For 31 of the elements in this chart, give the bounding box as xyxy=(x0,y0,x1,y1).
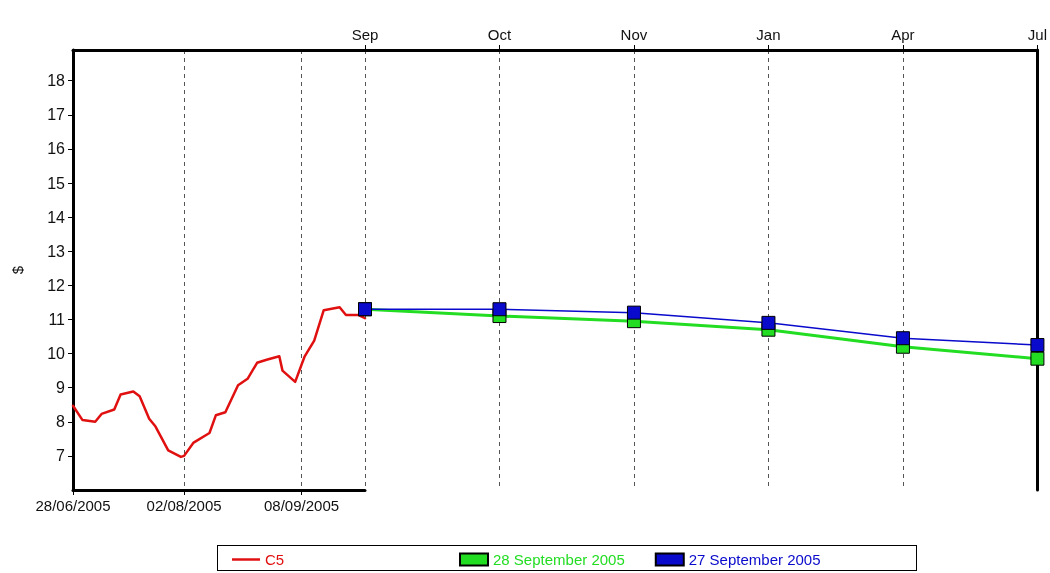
y-axis-title: $ xyxy=(9,265,26,275)
x-tick-label: Jul xyxy=(1027,26,1048,43)
y-tick-label: 8 xyxy=(56,413,66,431)
y-tick-label: 13 xyxy=(47,242,66,260)
legend-label: 27 September 2005 xyxy=(688,551,821,568)
point xyxy=(492,302,507,317)
point xyxy=(1030,351,1045,366)
y-tick-label: 10 xyxy=(47,345,66,363)
y-tick-label: 9 xyxy=(56,379,66,397)
y-tick-label: 18 xyxy=(47,72,66,90)
x-tick-label: 02/08/2005 xyxy=(146,497,222,514)
y-tick-label: 12 xyxy=(47,276,66,294)
y-tick-label: 15 xyxy=(47,174,66,192)
x-tick-label: Nov xyxy=(620,26,648,43)
point xyxy=(1030,338,1045,353)
y-tick-label: 16 xyxy=(47,140,66,158)
point xyxy=(626,305,641,320)
point xyxy=(895,331,910,346)
y-tick-label: 11 xyxy=(48,310,66,328)
x-tick-label: Sep xyxy=(351,26,379,43)
x-tick-label: Jan xyxy=(756,26,781,43)
legend-label: C5 xyxy=(265,551,285,568)
x-tick-label: 28/06/2005 xyxy=(35,497,111,514)
x-tick-label: Apr xyxy=(891,26,915,43)
y-tick-label: 7 xyxy=(56,447,66,465)
y-tick-label: 14 xyxy=(47,208,66,226)
legend-label: 28 September 2005 xyxy=(493,551,625,568)
y-tick-label: 17 xyxy=(47,106,66,124)
x-tick-label: 08/09/2005 xyxy=(263,497,340,514)
x-tick-label: Oct xyxy=(487,26,512,43)
point xyxy=(761,315,776,330)
